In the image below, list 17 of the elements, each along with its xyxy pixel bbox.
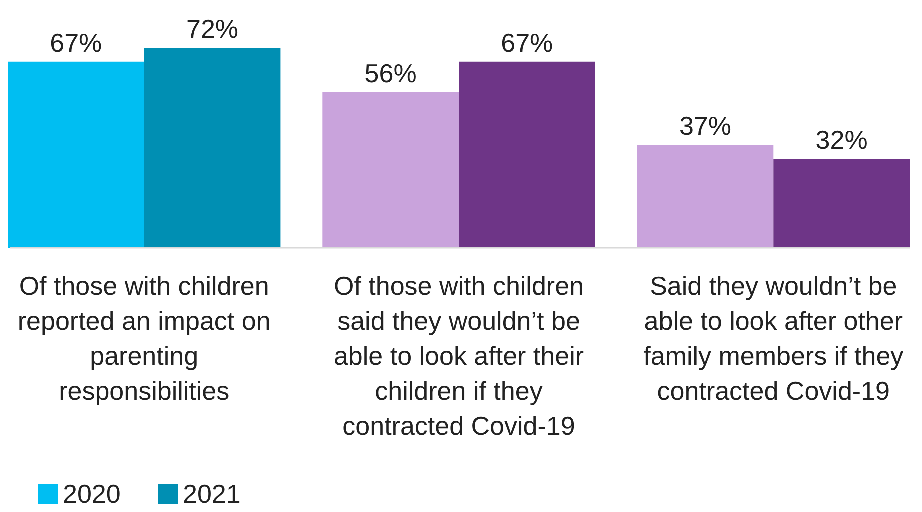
bar — [322, 92, 459, 248]
data-label: 32% — [816, 125, 868, 156]
x-tick-label: Said they wouldn’t be able to look after other family members if they contracted Covid-19 — [644, 271, 904, 406]
data-label: 56% — [364, 58, 417, 88]
bar — [144, 48, 281, 248]
bar — [459, 62, 596, 248]
data-label: 37% — [679, 111, 732, 142]
bar — [8, 62, 144, 248]
data-label: 67% — [50, 28, 102, 58]
bar — [637, 145, 774, 248]
x-tick-label: Of those with children said they wouldn’t be able to look after their children if they contracted Covid-19 — [334, 271, 584, 441]
bar — [774, 159, 910, 248]
data-label: 67% — [501, 28, 554, 58]
x-tick-label: Of those with children reported an impact on parenting responsibilities — [18, 271, 271, 406]
legend-label: 2020 — [63, 479, 121, 509]
data-label: 72% — [186, 14, 239, 44]
legend-label: 2021 — [183, 479, 241, 509]
